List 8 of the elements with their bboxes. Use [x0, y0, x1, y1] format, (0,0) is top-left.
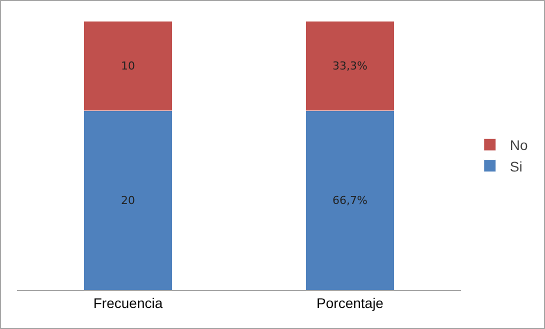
legend-label: No [510, 137, 528, 154]
data-label: 10 [121, 59, 135, 72]
x-tick-label: Frecuencia [93, 294, 163, 311]
data-label: 20 [121, 194, 135, 207]
x-tick-label: Porcentaje [316, 294, 384, 311]
legend-label: Si [510, 158, 522, 174]
data-label: 66,7% [332, 194, 368, 207]
data-label: 33,3% [332, 59, 368, 72]
